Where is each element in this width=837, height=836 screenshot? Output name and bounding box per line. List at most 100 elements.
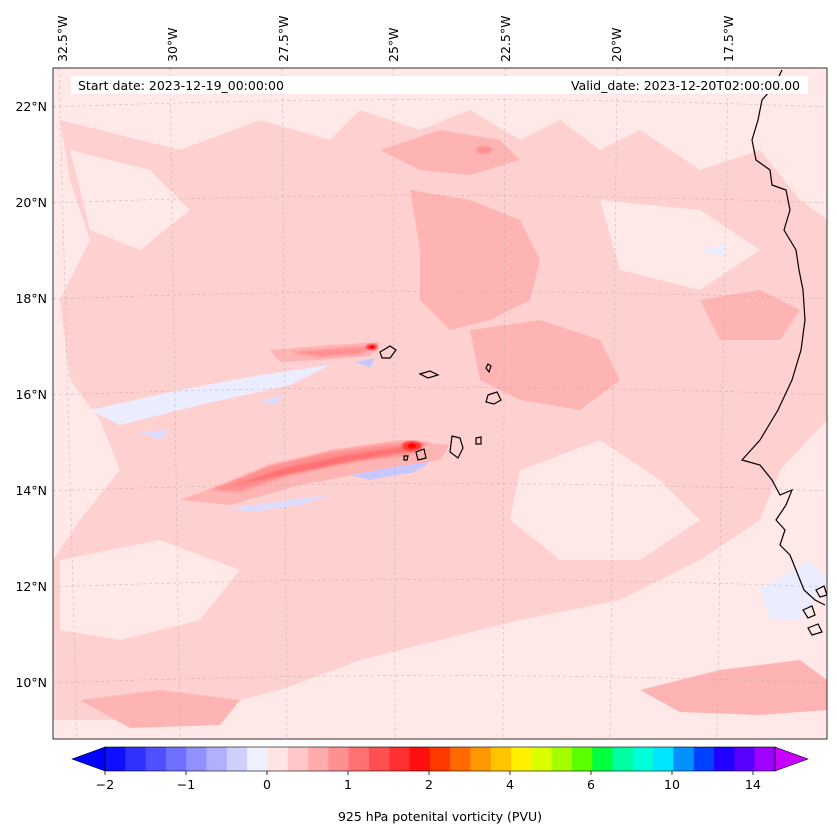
start-date-label: Start date: 2023-12-19_00:00:00 bbox=[78, 78, 284, 93]
pv-maximum bbox=[476, 146, 492, 154]
lat-label: 20°N bbox=[15, 195, 47, 210]
map-area: Start date: 2023-12-19_00:00:00 Valid_da… bbox=[53, 68, 827, 739]
colorbar-tick-label: 6 bbox=[587, 777, 595, 792]
pv-region bbox=[510, 440, 700, 560]
pv-contour-field bbox=[53, 110, 827, 728]
colorbar-tick-label: 4 bbox=[506, 777, 514, 792]
colorbar-segment bbox=[145, 747, 167, 771]
africa-coastline bbox=[740, 69, 826, 606]
colorbar-segment bbox=[653, 747, 674, 771]
pv-region bbox=[640, 660, 827, 715]
colorbar-segments bbox=[105, 747, 776, 771]
lat-label: 22°N bbox=[15, 99, 47, 114]
colorbar-segment bbox=[206, 747, 228, 771]
colorbar-segment bbox=[673, 747, 695, 771]
lon-label: 20°W bbox=[609, 27, 624, 62]
colorbar-segment bbox=[247, 747, 268, 771]
map-frame bbox=[52, 67, 828, 740]
lon-label: 22.5°W bbox=[498, 16, 513, 62]
colorbar-segment bbox=[308, 747, 329, 771]
latitude-labels: 22°N 20°N 18°N 16°N 14°N 12°N 10°N bbox=[15, 99, 47, 690]
pv-maximum bbox=[369, 345, 375, 349]
colorbar-label: 925 hPa potenital vorticity (PVU) bbox=[338, 809, 542, 824]
pv-region bbox=[700, 290, 800, 340]
island-coastline bbox=[415, 448, 427, 461]
pv-region bbox=[600, 200, 760, 290]
lon-label: 17.5°W bbox=[721, 16, 736, 62]
lon-label: 25°W bbox=[386, 27, 401, 62]
lon-label: 30°W bbox=[165, 27, 180, 62]
colorbar-segment bbox=[714, 747, 735, 771]
pv-negative-region bbox=[760, 560, 827, 620]
lat-label: 14°N bbox=[15, 483, 47, 498]
colorbar-segment bbox=[186, 747, 207, 771]
pv-negative-region bbox=[355, 358, 375, 368]
pv-region bbox=[70, 150, 190, 250]
gridlines bbox=[53, 68, 827, 739]
colorbar-segment bbox=[592, 747, 613, 771]
lat-label: 18°N bbox=[15, 291, 47, 306]
colorbar-segment bbox=[571, 747, 593, 771]
island-coastline bbox=[485, 363, 492, 374]
coastlines bbox=[379, 69, 827, 636]
pv-region bbox=[230, 447, 415, 486]
colorbar-segment bbox=[693, 747, 715, 771]
pv-negative-region bbox=[350, 462, 430, 480]
pv-region bbox=[80, 690, 240, 728]
colorbar-segment bbox=[267, 747, 289, 771]
lon-label: 27.5°W bbox=[276, 16, 291, 62]
colorbar-segment bbox=[551, 747, 573, 771]
island-coastline bbox=[449, 435, 464, 459]
colorbar-segment bbox=[409, 747, 431, 771]
header-box bbox=[71, 76, 808, 94]
colorbar-segment bbox=[490, 747, 512, 771]
island-coastline bbox=[815, 585, 827, 598]
colorbar-segment bbox=[511, 747, 532, 771]
lat-label: 12°N bbox=[15, 579, 47, 594]
pv-negative-region bbox=[700, 244, 730, 256]
colorbar-tick-label: 10 bbox=[664, 777, 680, 792]
colorbar-segment bbox=[165, 747, 187, 771]
colorbar-segment bbox=[754, 747, 776, 771]
pv-region bbox=[290, 346, 375, 357]
island-coastline bbox=[485, 391, 502, 405]
colorbar-tick-label: 2 bbox=[425, 777, 433, 792]
colorbar-tick-label: −2 bbox=[96, 777, 114, 792]
colorbar-segment bbox=[470, 747, 492, 771]
pv-maximum bbox=[408, 443, 416, 449]
colorbar-under-triangle bbox=[71, 746, 106, 772]
colorbar-segment bbox=[328, 747, 350, 771]
pv-negative-region bbox=[90, 365, 330, 425]
colorbar-tick-label: −1 bbox=[177, 777, 195, 792]
pv-region bbox=[380, 130, 520, 175]
pv-region bbox=[60, 540, 240, 640]
valid-date-label: Valid_date: 2023-12-20T02:00:00.00 bbox=[571, 78, 800, 93]
colorbar: −2 −1 0 1 2 4 6 10 14 925 hPa potenital vorticit… bbox=[71, 746, 809, 824]
pv-region bbox=[470, 320, 620, 410]
colorbar-tick-label: 14 bbox=[745, 777, 761, 792]
colorbar-segment bbox=[429, 747, 451, 771]
lon-label: 32.5°W bbox=[55, 16, 70, 62]
longitude-labels: 32.5°W 30°W 27.5°W 25°W 22.5°W 20°W 17.5… bbox=[55, 16, 736, 62]
colorbar-segment bbox=[450, 747, 471, 771]
colorbar-segment bbox=[612, 747, 634, 771]
island-coastline bbox=[807, 623, 823, 636]
colorbar-ticks: −2 −1 0 1 2 4 6 10 14 bbox=[96, 771, 761, 792]
lat-label: 10°N bbox=[15, 675, 47, 690]
island-coastline bbox=[475, 436, 482, 445]
colorbar-segment bbox=[389, 747, 410, 771]
colorbar-segment bbox=[287, 747, 309, 771]
island-coastline bbox=[802, 605, 816, 619]
lat-label: 16°N bbox=[15, 387, 47, 402]
colorbar-over-triangle bbox=[774, 746, 809, 772]
pv-negative-region bbox=[140, 430, 170, 440]
colorbar-segment bbox=[734, 747, 756, 771]
pv-negative-region bbox=[260, 396, 285, 405]
colorbar-segment bbox=[105, 747, 126, 771]
colorbar-segment bbox=[125, 747, 146, 771]
colorbar-segment bbox=[368, 747, 390, 771]
pv-region bbox=[410, 190, 540, 330]
island-coastline bbox=[403, 455, 409, 461]
colorbar-segment bbox=[348, 747, 370, 771]
